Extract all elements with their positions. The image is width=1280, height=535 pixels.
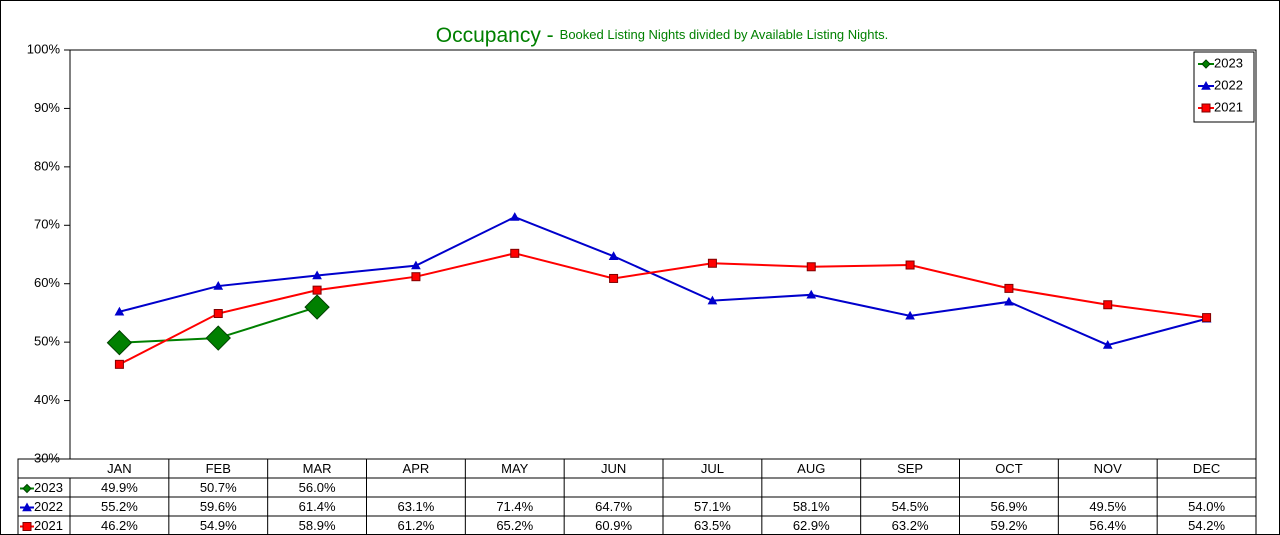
table-value: 54.5% [892,499,929,514]
table-value: 63.2% [892,518,929,533]
marker-square [806,262,816,272]
marker-diamond [22,483,32,494]
marker-square [707,258,717,268]
table-value: 55.2% [101,499,138,514]
table-series-name: 2022 [34,499,63,514]
x-tick-label: SEP [897,461,923,476]
marker-square [114,359,124,369]
y-tick-label: 50% [34,334,60,349]
table-value: 56.4% [1089,518,1126,533]
x-tick-label: MAY [501,461,529,476]
table-value: 56.9% [990,499,1027,514]
table-value: 65.2% [496,518,533,533]
marker-square [1201,103,1211,113]
marker-triangle [806,289,817,299]
table-value: 56.0% [299,480,336,495]
series-line [119,216,1207,347]
x-tick-label: APR [403,461,430,476]
x-tick-label: AUG [797,461,825,476]
legend-label: 2022 [1214,77,1243,92]
legend-label: 2021 [1214,99,1243,114]
y-tick-label: 90% [34,100,60,115]
table-series-name: 2021 [34,518,63,533]
marker-diamond [106,330,133,356]
table-value: 54.0% [1188,499,1225,514]
marker-square [1103,300,1113,310]
marker-triangle [707,295,718,305]
table-value: 63.1% [397,499,434,514]
table-value: 59.2% [990,518,1027,533]
y-tick-label: 80% [34,158,60,173]
marker-diamond [304,294,330,320]
y-tick-label: 40% [34,392,60,407]
table-value: 54.2% [1188,518,1225,533]
table-value: 58.1% [793,499,830,514]
marker-square [411,272,421,282]
marker-triangle [213,281,224,290]
table-value: 46.2% [101,518,138,533]
chart-title: Occupancy - [436,24,554,47]
table-value: 61.2% [397,518,434,533]
x-tick-label: MAR [303,461,332,476]
series-line [118,252,1207,366]
marker-square [22,522,32,531]
table-series-name: 2023 [34,480,63,495]
x-tick-label: JAN [107,461,132,476]
marker-triangle [1102,340,1113,349]
table-value: 54.9% [200,518,237,533]
table-value: 64.7% [595,499,632,514]
marker-square [1004,283,1014,293]
marker-square [510,248,520,258]
table-value: 71.4% [496,499,533,514]
marker-square [1202,313,1212,323]
table-value: 49.9% [101,480,138,495]
marker-triangle [905,310,915,320]
marker-square [213,309,223,319]
table-value: 49.5% [1089,499,1126,514]
table-value: 63.5% [694,518,731,533]
chart-heading: Occupancy - Booked Listing Nights divided… [436,24,888,47]
table-value: 60.9% [595,518,632,533]
x-tick-label: JUN [601,461,626,476]
x-tick-label: OCT [995,461,1023,476]
marker-diamond [205,325,231,351]
legend-label: 2023 [1214,55,1243,70]
marker-triangle [114,306,125,316]
chart-subtitle: Booked Listing Nights divided by Availab… [560,27,889,42]
y-tick-label: 30% [34,450,60,465]
y-tick-label: 100% [27,41,61,56]
marker-square [609,273,619,283]
marker-triangle [411,260,421,270]
marker-triangle [1004,296,1014,306]
y-tick-label: 60% [34,275,60,290]
table-value: 59.6% [200,499,237,514]
x-tick-label: FEB [206,461,231,476]
table-value: 61.4% [299,499,336,514]
marker-triangle [22,502,32,512]
marker-triangle [312,270,322,280]
table-value: 62.9% [793,518,830,533]
plot-area [69,49,1257,460]
marker-square [312,285,322,295]
x-tick-label: NOV [1094,461,1123,476]
y-tick-label: 70% [34,217,60,232]
marker-triangle [1201,80,1211,90]
marker-triangle [608,251,619,260]
x-tick-label: DEC [1193,461,1220,476]
table-value: 57.1% [694,499,731,514]
table-value: 58.9% [299,518,336,533]
x-tick-label: JUL [701,461,724,476]
table-value: 50.7% [200,480,237,495]
marker-square [905,260,915,270]
marker-triangle [509,212,520,221]
marker-diamond [1201,59,1211,69]
